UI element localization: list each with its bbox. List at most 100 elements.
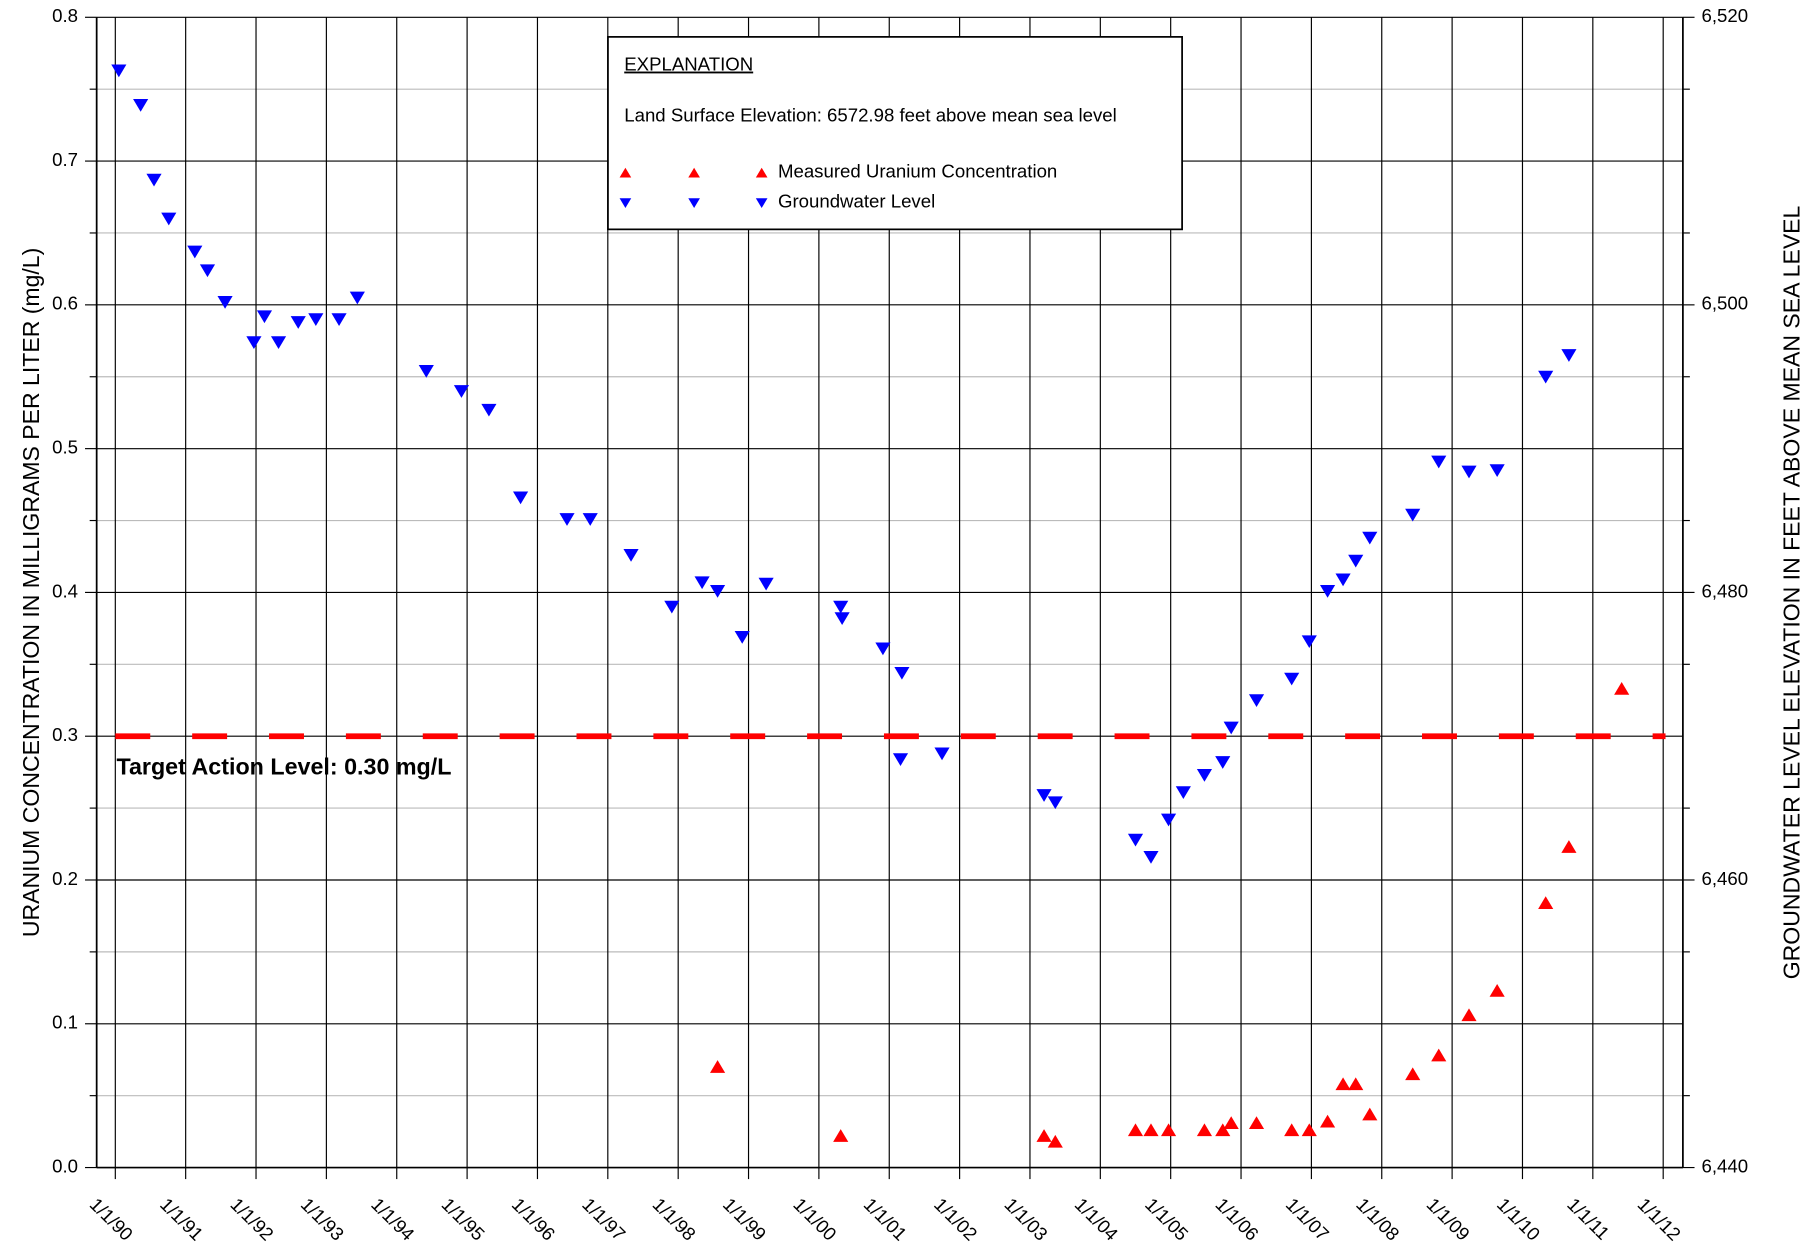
x-tick-label: 1/1/06 xyxy=(1211,1194,1263,1245)
legend-marker xyxy=(755,167,768,178)
data-point xyxy=(1362,531,1378,545)
x-tick-label: 1/1/01 xyxy=(860,1194,912,1245)
data-point xyxy=(481,403,497,417)
data-point xyxy=(349,291,365,305)
data-point xyxy=(623,549,639,562)
data-point xyxy=(892,753,909,766)
y-tick-label: 0.2 xyxy=(52,868,78,889)
data-point xyxy=(1362,1107,1378,1121)
data-point xyxy=(1561,349,1577,362)
data-point xyxy=(1301,1123,1317,1137)
x-tick-label: 1/1/98 xyxy=(649,1194,701,1245)
x-tick-label: 1/1/03 xyxy=(1000,1194,1052,1245)
y-tick-label: 0.1 xyxy=(52,1012,78,1033)
x-tick-label: 1/1/96 xyxy=(508,1194,560,1245)
data-point xyxy=(1301,635,1317,649)
data-point xyxy=(1248,1116,1265,1129)
data-point xyxy=(1284,1123,1300,1137)
data-point xyxy=(290,316,306,329)
y-tick-label: 0.3 xyxy=(52,724,78,745)
data-point xyxy=(1047,1134,1063,1148)
y2-tick-label: 6,460 xyxy=(1702,868,1749,889)
data-point xyxy=(256,310,273,324)
data-point xyxy=(217,295,233,309)
data-point xyxy=(582,513,598,526)
x-tick-label: 1/1/00 xyxy=(789,1194,841,1245)
data-point xyxy=(1561,840,1577,853)
data-point xyxy=(1215,756,1231,769)
data-point xyxy=(1538,370,1554,384)
data-point xyxy=(1335,1077,1351,1091)
y2-tick-label: 6,500 xyxy=(1702,293,1749,314)
data-point xyxy=(1405,1067,1421,1081)
data-point xyxy=(833,1129,849,1142)
data-point xyxy=(1461,1008,1477,1022)
data-point xyxy=(146,173,162,187)
data-point xyxy=(331,313,347,326)
data-point xyxy=(934,747,950,761)
legend-note: Land Surface Elevation: 6572.98 feet abo… xyxy=(624,104,1117,125)
y-tick-label: 0.0 xyxy=(52,1156,78,1177)
y2-tick-label: 6,440 xyxy=(1702,1156,1749,1177)
x-tick-label: 1/1/90 xyxy=(86,1194,138,1245)
x-tick-label: 1/1/91 xyxy=(156,1194,208,1245)
data-point xyxy=(161,212,177,226)
data-point xyxy=(834,612,850,626)
x-tick-label: 1/1/97 xyxy=(578,1194,630,1245)
data-point xyxy=(1538,896,1554,909)
legend-marker xyxy=(688,198,700,209)
legend-box xyxy=(607,36,1183,231)
data-point xyxy=(1143,850,1159,864)
data-point xyxy=(1175,786,1191,800)
data-point xyxy=(1348,554,1364,568)
x-tick-label: 1/1/12 xyxy=(1634,1194,1686,1245)
data-point xyxy=(453,385,470,398)
data-point xyxy=(1284,672,1300,686)
x-tick-label: 1/1/93 xyxy=(297,1194,349,1245)
data-point xyxy=(875,642,891,656)
y-tick-label: 0.8 xyxy=(52,5,78,26)
data-point xyxy=(758,577,774,591)
legend-marker xyxy=(619,198,632,209)
data-point xyxy=(418,365,434,378)
x-tick-label: 1/1/07 xyxy=(1282,1194,1334,1245)
x-tick-label: 1/1/05 xyxy=(1141,1194,1193,1245)
data-point xyxy=(1405,508,1421,522)
data-point xyxy=(1335,573,1351,587)
data-point xyxy=(246,336,262,349)
data-point xyxy=(1215,1123,1231,1137)
data-point xyxy=(694,576,710,590)
x-tick-label: 1/1/11 xyxy=(1563,1194,1614,1244)
data-point xyxy=(1431,1048,1447,1062)
data-point xyxy=(1036,789,1052,802)
data-point xyxy=(1223,721,1239,735)
data-point xyxy=(270,336,287,349)
legend-label: Measured Uranium Concentration xyxy=(778,161,1057,182)
y-tick-label: 0.4 xyxy=(52,580,78,601)
data-point xyxy=(734,631,750,644)
x-tick-label: 1/1/99 xyxy=(719,1194,771,1245)
data-point xyxy=(710,584,726,598)
data-point xyxy=(133,99,149,112)
data-point xyxy=(199,264,216,278)
y2-axis-label: GROUNDWATER LEVEL ELEVATION IN FEET ABOV… xyxy=(1779,206,1805,980)
data-point xyxy=(1196,769,1213,782)
x-tick-label: 1/1/02 xyxy=(930,1194,982,1245)
data-point xyxy=(1223,1116,1239,1129)
data-point xyxy=(111,64,127,78)
y2-tick-label: 6,520 xyxy=(1702,5,1749,26)
data-point xyxy=(1320,1114,1336,1128)
legend: EXPLANATION Land Surface Elevation: 6572… xyxy=(607,36,1183,231)
data-point xyxy=(833,600,849,614)
data-point xyxy=(1489,983,1505,997)
data-point xyxy=(1036,1129,1052,1142)
data-point xyxy=(1348,1077,1364,1091)
data-point xyxy=(1489,464,1505,477)
legend-label: Groundwater Level xyxy=(778,191,935,212)
legend-title: EXPLANATION xyxy=(624,54,753,75)
data-point xyxy=(1431,455,1447,469)
data-point xyxy=(1127,833,1144,847)
x-tick-label: 1/1/09 xyxy=(1423,1194,1475,1245)
data-point xyxy=(559,513,575,526)
